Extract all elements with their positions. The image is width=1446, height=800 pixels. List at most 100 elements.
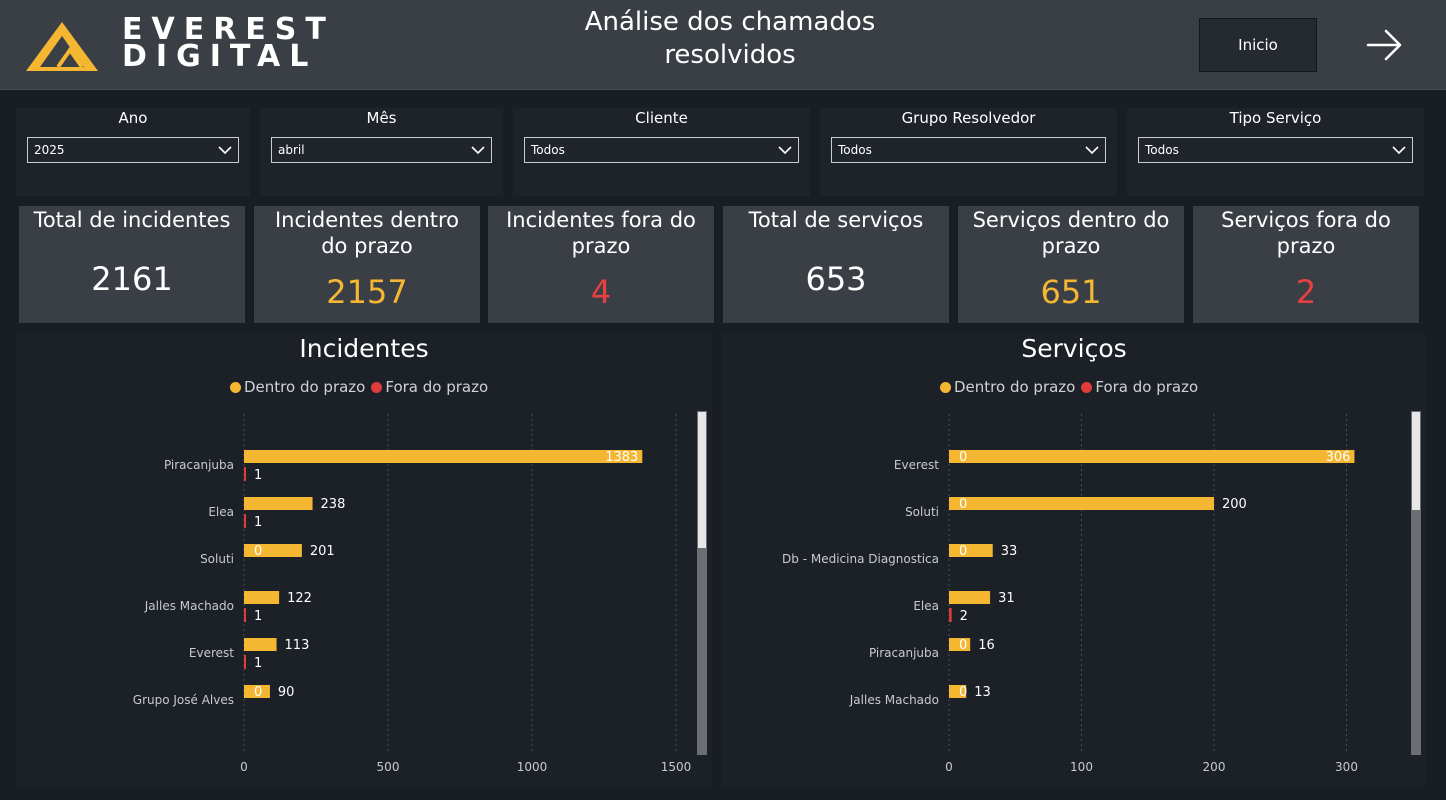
tipo-dropdown-value: Todos bbox=[1145, 143, 1179, 157]
kpi-incidentes-fora: Incidentes fora do prazo 4 bbox=[488, 206, 714, 323]
next-page-button[interactable] bbox=[1364, 25, 1406, 65]
tipo-servico-dropdown[interactable]: Todos bbox=[1138, 137, 1413, 163]
incidentes-scrollbar[interactable] bbox=[697, 411, 707, 755]
data-label-dentro: 200 bbox=[1222, 497, 1247, 512]
kpi-label: Total de incidentes bbox=[33, 208, 231, 232]
data-label-dentro: 201 bbox=[310, 544, 335, 559]
category-label: Piracanjuba bbox=[164, 458, 234, 472]
kpi-value: 2161 bbox=[91, 260, 173, 298]
kpi-label: Serviços fora do prazo bbox=[1221, 208, 1391, 258]
x-tick-label: 1000 bbox=[517, 760, 548, 774]
legend-label-dentro: Dentro do prazo bbox=[954, 378, 1076, 396]
x-tick-label: 0 bbox=[945, 760, 953, 774]
incidentes-chart-title: Incidentes bbox=[299, 334, 429, 363]
legend-item-fora: Fora do prazo bbox=[1081, 378, 1198, 396]
kpi-label: Incidentes fora do prazo bbox=[506, 208, 696, 258]
kpi-value: 2 bbox=[1295, 273, 1317, 311]
data-label-fora: 2 bbox=[960, 609, 968, 624]
category-label: Grupo José Alves bbox=[133, 693, 234, 707]
inicio-button[interactable]: Inicio bbox=[1199, 18, 1317, 72]
servicos-scrollbar[interactable] bbox=[1411, 411, 1421, 755]
kpi-value: 2157 bbox=[326, 273, 408, 311]
filter-mes: Mês abril bbox=[260, 108, 503, 196]
data-label-dentro: 13 bbox=[974, 685, 991, 700]
x-tick-label: 500 bbox=[377, 760, 400, 774]
category-label: Everest bbox=[894, 458, 939, 472]
data-label-fora-zero: 0 bbox=[959, 497, 967, 512]
cliente-dropdown[interactable]: Todos bbox=[524, 137, 799, 163]
legend-dot-dentro bbox=[940, 381, 951, 393]
incidentes-scrollbar-thumb[interactable] bbox=[697, 411, 707, 549]
data-label-fora-zero: 0 bbox=[959, 638, 967, 653]
kpi-value: 651 bbox=[1040, 273, 1102, 311]
data-label-fora-zero: 0 bbox=[959, 544, 967, 559]
page-title-line1: Análise dos chamados bbox=[584, 7, 876, 37]
kpi-servicos-fora: Serviços fora do prazo 2 bbox=[1193, 206, 1419, 323]
bar-dentro-do-prazo bbox=[244, 591, 280, 604]
bar-fora-do-prazo bbox=[949, 608, 952, 622]
grupo-resolvedor-dropdown[interactable]: Todos bbox=[831, 137, 1106, 163]
ano-dropdown[interactable]: 2025 bbox=[27, 137, 239, 163]
data-label-dentro: 1383 bbox=[605, 450, 638, 465]
legend-dot-fora bbox=[371, 381, 383, 393]
data-label-fora: 1 bbox=[254, 515, 262, 530]
bar-dentro-do-prazo bbox=[244, 450, 643, 463]
filter-tipo-servico: Tipo Serviço Todos bbox=[1127, 108, 1424, 196]
chevron-down-icon bbox=[218, 146, 232, 155]
data-label-dentro: 122 bbox=[287, 591, 312, 606]
category-label: Elea bbox=[913, 599, 939, 613]
x-tick-label: 1500 bbox=[661, 760, 692, 774]
legend-label-fora: Fora do prazo bbox=[385, 378, 489, 396]
x-tick-label: 300 bbox=[1335, 760, 1358, 774]
logo-word-digital: DIGITAL bbox=[122, 39, 318, 74]
kpi-servicos-dentro: Serviços dentro do prazo 651 bbox=[958, 206, 1184, 323]
kpi-label: Incidentes dentro do prazo bbox=[274, 208, 460, 258]
bar-fora-do-prazo bbox=[244, 608, 246, 622]
data-label-dentro: 31 bbox=[998, 591, 1015, 606]
bar-dentro-do-prazo bbox=[949, 450, 1355, 463]
logo-word-everest: EVEREST bbox=[122, 12, 335, 47]
x-tick-label: 100 bbox=[1070, 760, 1093, 774]
data-label-fora-zero: 0 bbox=[959, 450, 967, 465]
filter-label-grupo: Grupo Resolvedor bbox=[901, 109, 1036, 127]
servicos-chart-title: Serviços bbox=[1021, 334, 1127, 363]
filter-label-cliente: Cliente bbox=[635, 109, 688, 127]
grupo-dropdown-value: Todos bbox=[838, 143, 872, 157]
header-bar: EVEREST DIGITAL Análise dos chamados res… bbox=[0, 0, 1446, 90]
data-label-dentro: 306 bbox=[1326, 450, 1351, 465]
data-label-dentro: 238 bbox=[321, 497, 346, 512]
bar-dentro-do-prazo bbox=[949, 638, 971, 651]
arrow-right-icon bbox=[1366, 29, 1402, 61]
kpi-total-incidentes: Total de incidentes 2161 bbox=[19, 206, 245, 323]
kpi-total-servicos: Total de serviços 653 bbox=[723, 206, 949, 323]
data-label-dentro: 113 bbox=[285, 638, 310, 653]
category-label: Soluti bbox=[905, 505, 939, 519]
data-label-dentro: 90 bbox=[278, 685, 295, 700]
kpi-label: Serviços dentro do prazo bbox=[972, 208, 1170, 258]
category-label: Elea bbox=[208, 505, 234, 519]
category-label: Piracanjuba bbox=[869, 646, 939, 660]
mes-dropdown[interactable]: abril bbox=[271, 137, 492, 163]
bar-fora-do-prazo bbox=[244, 514, 246, 528]
legend-item-fora: Fora do prazo bbox=[371, 378, 488, 396]
legend-item-dentro: Dentro do prazo bbox=[230, 378, 365, 396]
kpi-incidentes-dentro: Incidentes dentro do prazo 2157 bbox=[254, 206, 480, 323]
servicos-scrollbar-thumb[interactable] bbox=[1411, 411, 1421, 511]
data-label-fora: 1 bbox=[254, 609, 262, 624]
category-label: Db - Medicina Diagnostica bbox=[782, 552, 939, 566]
bar-dentro-do-prazo bbox=[949, 685, 967, 698]
page-title: Análise dos chamados resolvidos bbox=[540, 6, 920, 72]
legend-item-dentro: Dentro do prazo bbox=[940, 378, 1075, 396]
servicos-legend: Dentro do prazo Fora do prazo bbox=[940, 378, 1204, 396]
kpi-label: Total de serviços bbox=[748, 208, 924, 232]
data-label-dentro: 16 bbox=[978, 638, 995, 653]
bar-dentro-do-prazo bbox=[949, 497, 1214, 510]
cliente-dropdown-value: Todos bbox=[531, 143, 565, 157]
kpi-value: 653 bbox=[805, 260, 867, 298]
category-label: Soluti bbox=[200, 552, 234, 566]
category-label: Everest bbox=[189, 646, 234, 660]
bar-dentro-do-prazo bbox=[949, 544, 993, 557]
chevron-down-icon bbox=[778, 146, 792, 155]
bar-dentro-do-prazo bbox=[244, 685, 270, 698]
filter-label-mes: Mês bbox=[366, 109, 397, 127]
